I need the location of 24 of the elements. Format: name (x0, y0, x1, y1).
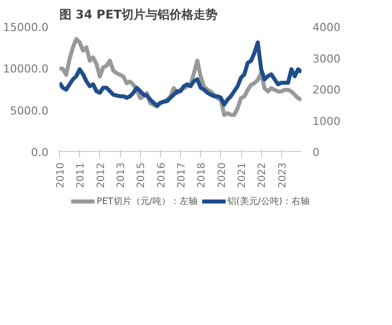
x-tick-label: 2018 (196, 162, 208, 188)
x-tick-label: 2022 (257, 162, 268, 188)
x-tick-label: 2023 (277, 162, 288, 188)
x-tick-label: 2017 (176, 162, 188, 188)
y2-tick-label: 2000 (312, 84, 340, 96)
y-tick-label: 0.0 (31, 146, 49, 159)
x-tick-label: 2020 (216, 162, 228, 188)
y2-tick-label: 1000 (312, 114, 340, 128)
x-tick-label: 2021 (237, 162, 248, 188)
chart-title: 图 34 PET切片与铝价格走势 (60, 8, 218, 22)
y-tick-label: 15000.0 (3, 21, 49, 34)
legend-label: PET切片（元/吨）：左轴 (96, 196, 198, 208)
y2-tick-label: 4000 (312, 21, 340, 34)
x-tick-label: 2016 (156, 162, 168, 188)
y2-tick-label: 0 (312, 146, 320, 159)
x-tick-label: 2012 (96, 162, 107, 188)
y2-tick-label: 3000 (312, 52, 340, 66)
y-tick-label: 5000.0 (10, 104, 49, 118)
x-tick-label: 2010 (56, 162, 66, 188)
x-tick-label: 2015 (136, 162, 148, 188)
legend-label: 铝(美元/公吨)：右轴 (227, 196, 310, 208)
x-tick-label: 2011 (76, 162, 87, 188)
x-tick-label: 2013 (116, 162, 127, 188)
y-tick-label: 10000.0 (3, 62, 49, 76)
